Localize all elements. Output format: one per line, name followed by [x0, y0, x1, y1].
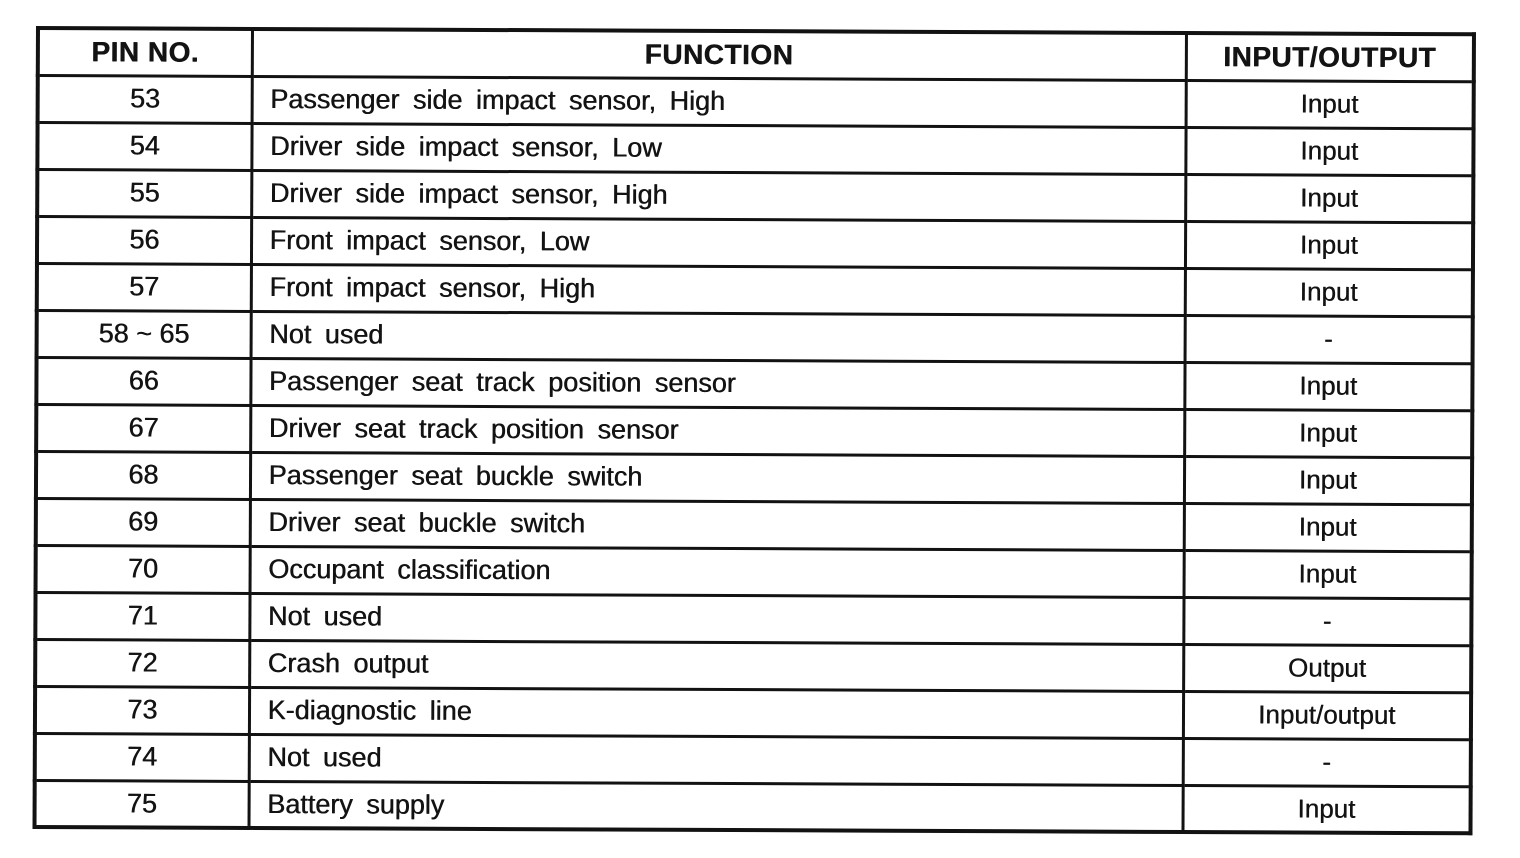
- table-row: 53 Passenger side impact sensor, High In…: [37, 75, 1474, 129]
- table-row: 57 Front impact sensor, High Input: [36, 263, 1473, 317]
- table-header-row: PIN NO. FUNCTION INPUT/OUTPUT: [37, 28, 1474, 82]
- function-cell: Not used: [249, 592, 1184, 645]
- function-cell: Not used: [250, 310, 1185, 363]
- function-cell: K-diagnostic line: [248, 686, 1184, 739]
- io-cell: Input: [1182, 785, 1471, 834]
- pin-cell: 72: [35, 639, 250, 687]
- function-cell: Passenger seat track position sensor: [250, 357, 1185, 410]
- io-cell: Output: [1183, 644, 1472, 693]
- pin-cell: 57: [36, 263, 251, 311]
- table-row: 70 Occupant classification Input: [35, 545, 1472, 599]
- table-row: 68 Passenger seat buckle switch Input: [35, 451, 1473, 505]
- io-cell: Input: [1185, 174, 1474, 223]
- pin-cell: 55: [37, 169, 252, 217]
- io-cell: Input/output: [1182, 691, 1472, 740]
- table-row: 69 Driver seat buckle switch Input: [35, 498, 1472, 552]
- pin-cell: 66: [36, 357, 251, 405]
- table-row: 71 Not used -: [35, 592, 1472, 646]
- column-header-pin-no: PIN NO.: [37, 28, 252, 76]
- pin-cell: 53: [37, 75, 252, 123]
- pin-cell: 73: [34, 686, 250, 734]
- pin-cell: 68: [35, 451, 251, 499]
- function-cell: Front impact sensor, High: [250, 263, 1185, 316]
- table-row: 74 Not used -: [34, 733, 1471, 787]
- table-row: 73 K-diagnostic line Input/output: [34, 686, 1472, 740]
- function-cell: Driver side impact sensor, Low: [251, 122, 1186, 175]
- pin-assignment-table: PIN NO. FUNCTION INPUT/OUTPUT 53 Passeng…: [32, 26, 1476, 836]
- function-cell: Front impact sensor, Low: [250, 216, 1186, 269]
- function-cell: Not used: [248, 733, 1183, 786]
- io-cell: Input: [1184, 362, 1473, 411]
- function-cell: Crash output: [249, 639, 1184, 692]
- function-cell: Passenger side impact sensor, High: [251, 75, 1186, 128]
- pin-cell: 71: [35, 592, 250, 640]
- table-row: 75 Battery supply Input: [34, 780, 1471, 834]
- io-cell: -: [1183, 597, 1472, 646]
- pin-cell: 75: [34, 780, 249, 828]
- table-row: 67 Driver seat track position sensor Inp…: [36, 404, 1473, 458]
- function-cell: Driver seat track position sensor: [250, 404, 1185, 457]
- function-cell: Passenger seat buckle switch: [249, 451, 1185, 504]
- io-cell: Input: [1183, 503, 1472, 552]
- io-cell: Input: [1184, 268, 1473, 317]
- function-cell: Driver seat buckle switch: [249, 498, 1184, 551]
- pin-cell: 58 ~ 65: [36, 310, 251, 358]
- column-header-function: FUNCTION: [251, 28, 1186, 81]
- function-cell: Battery supply: [248, 780, 1183, 833]
- pin-cell: 70: [35, 545, 250, 593]
- io-cell: Input: [1183, 456, 1473, 505]
- io-cell: Input: [1183, 550, 1472, 599]
- pin-cell: 69: [35, 498, 250, 546]
- table-row: 55 Driver side impact sensor, High Input: [37, 169, 1474, 223]
- scanned-document-page: PIN NO. FUNCTION INPUT/OUTPUT 53 Passeng…: [32, 26, 1476, 836]
- io-cell: Input: [1185, 80, 1474, 129]
- table-row: 72 Crash output Output: [35, 639, 1472, 693]
- table-row: 54 Driver side impact sensor, Low Input: [37, 122, 1474, 176]
- column-header-input-output: INPUT/OUTPUT: [1185, 33, 1474, 82]
- pin-cell: 56: [36, 216, 252, 264]
- pin-cell: 54: [37, 122, 252, 170]
- function-cell: Driver side impact sensor, High: [251, 169, 1186, 222]
- io-cell: Input: [1185, 127, 1474, 176]
- pin-cell: 67: [36, 404, 251, 452]
- io-cell: Input: [1184, 409, 1473, 458]
- io-cell: Input: [1184, 221, 1474, 270]
- table-row: 66 Passenger seat track position sensor …: [36, 357, 1473, 411]
- io-cell: -: [1184, 315, 1473, 364]
- io-cell: -: [1182, 738, 1471, 787]
- table-row: 58 ~ 65 Not used -: [36, 310, 1473, 364]
- pin-cell: 74: [34, 733, 249, 781]
- table-row: 56 Front impact sensor, Low Input: [36, 216, 1474, 270]
- function-cell: Occupant classification: [249, 545, 1184, 598]
